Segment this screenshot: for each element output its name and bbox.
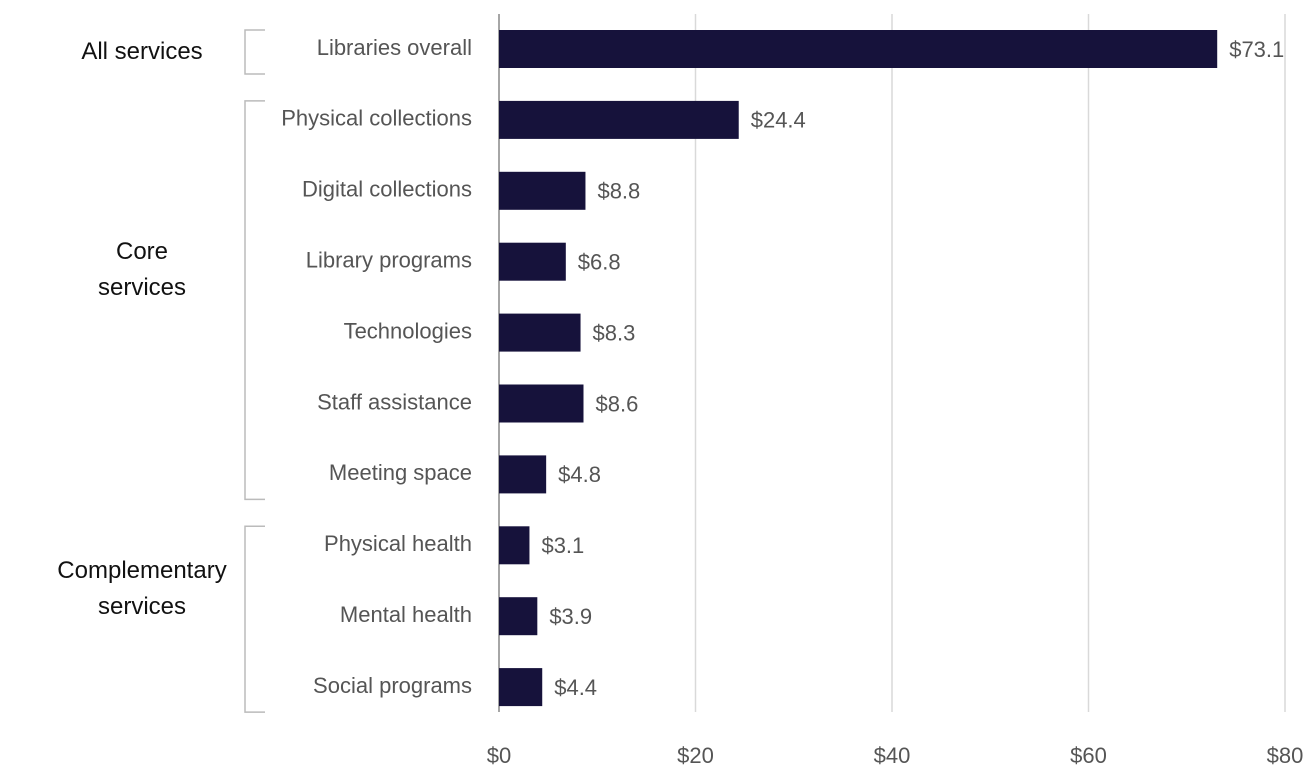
bar [499,455,547,494]
value-label: $3.9 [549,604,592,629]
x-tick-label: $40 [874,743,911,768]
value-label: $4.8 [558,462,601,487]
value-label: $4.4 [554,675,597,700]
category-label: Technologies [344,318,472,343]
bar [499,526,530,565]
x-tick-label: $60 [1070,743,1107,768]
x-tick-label: $0 [487,743,511,768]
group-bracket [244,29,265,75]
group-label: All services [81,38,203,65]
bar [499,384,584,423]
value-label: $8.3 [593,320,636,345]
bar [499,313,581,352]
category-label: Digital collections [302,177,472,202]
x-tick-label: $80 [1267,743,1304,768]
value-label: $24.4 [751,108,806,133]
category-label: Physical collections [281,106,472,131]
category-label: Library programs [306,248,472,273]
group-label: Core services [97,238,187,302]
category-label: Meeting space [329,460,472,485]
bar [499,100,739,139]
bar [499,242,566,281]
category-label: Mental health [340,602,472,627]
group-bracket [244,525,265,713]
category-label: Libraries overall [317,35,472,60]
value-label: $8.8 [597,179,640,204]
value-label: $6.8 [578,250,621,275]
group-label: Complementary services [57,557,227,621]
value-label: $8.6 [595,391,638,416]
bar [499,171,586,210]
category-label: Staff assistance [317,389,472,414]
x-tick-label: $20 [677,743,714,768]
bar [499,597,538,636]
category-label: Physical health [324,531,472,556]
value-label: $3.1 [541,533,584,558]
value-label: $73.1 [1229,37,1284,62]
bar [499,668,543,707]
bar [499,30,1218,68]
group-bracket [244,100,265,501]
category-label: Social programs [313,673,472,698]
